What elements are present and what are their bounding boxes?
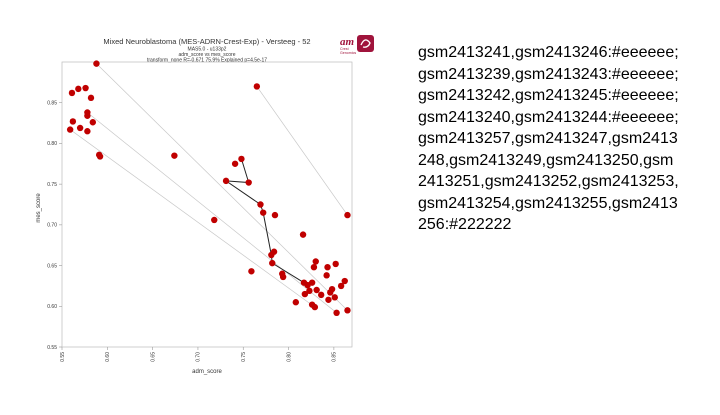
guide-line-2 bbox=[69, 129, 316, 308]
data-point-44 bbox=[317, 291, 325, 299]
data-point-3 bbox=[68, 89, 76, 97]
data-point-12 bbox=[84, 109, 91, 116]
data-point-29 bbox=[248, 268, 255, 275]
data-point-15 bbox=[171, 152, 178, 159]
x-axis-label: adm_score bbox=[192, 369, 222, 375]
y-tick-label-4: 0.75 bbox=[47, 182, 57, 188]
data-point-21 bbox=[259, 209, 267, 216]
data-point-27 bbox=[268, 251, 275, 259]
y-tick-label-3: 0.70 bbox=[47, 223, 57, 229]
x-tick-label-4: 0.75 bbox=[241, 352, 247, 362]
x-tick-label-1: 0.60 bbox=[105, 352, 111, 362]
data-point-14 bbox=[96, 153, 104, 160]
x-axis-ticks: 0.55 0.60 0.65 0.70 0.75 0.80 0.85 bbox=[60, 347, 338, 362]
data-point-41 bbox=[306, 287, 313, 295]
logo-badge bbox=[357, 35, 374, 52]
x-tick-label-3: 0.70 bbox=[196, 352, 202, 362]
data-point-0 bbox=[93, 60, 100, 67]
data-point-54 bbox=[344, 307, 351, 314]
data-point-33 bbox=[310, 264, 318, 271]
chart-subtitle-3: transform_none R=-0.671 75.9% Explained … bbox=[147, 58, 267, 64]
y-tick-label-6: 0.85 bbox=[47, 101, 57, 107]
logo-swirl-icon bbox=[360, 39, 371, 48]
data-point-23 bbox=[211, 216, 218, 224]
logo: am Crest Genomics bbox=[340, 35, 374, 55]
data-point-19 bbox=[245, 179, 252, 186]
guide-lines bbox=[69, 63, 348, 314]
sample-color-list: gsm2413241,gsm2413246:#eeeeee;gsm2413239… bbox=[418, 44, 679, 233]
chart-title: Mixed Neuroblastoma (MES-ADRN-Crest-Exp)… bbox=[103, 37, 310, 46]
data-point-47 bbox=[327, 289, 334, 296]
data-point-25 bbox=[299, 231, 307, 238]
data-points bbox=[66, 60, 351, 316]
chart-subtitle-2: adm_score vs mes_score bbox=[179, 52, 236, 58]
data-point-53 bbox=[333, 309, 340, 316]
data-point-52 bbox=[311, 303, 319, 311]
y-tick-label-1: 0.60 bbox=[47, 304, 57, 310]
data-point-8 bbox=[76, 124, 84, 132]
logo-text-sub1: Crest bbox=[340, 47, 349, 51]
data-point-5 bbox=[87, 94, 95, 102]
data-point-32 bbox=[312, 258, 319, 265]
data-point-28 bbox=[269, 259, 276, 267]
data-point-34 bbox=[324, 264, 331, 271]
x-tick-label-6: 0.85 bbox=[332, 352, 338, 362]
y-tick-label-2: 0.65 bbox=[47, 263, 57, 269]
data-point-43 bbox=[313, 286, 320, 294]
data-point-42 bbox=[301, 290, 309, 298]
y-tick-label-5: 0.80 bbox=[47, 141, 57, 147]
data-point-18 bbox=[222, 177, 230, 185]
data-point-37 bbox=[341, 277, 348, 285]
data-point-36 bbox=[323, 272, 330, 279]
data-point-48 bbox=[331, 294, 338, 301]
data-point-6 bbox=[89, 119, 97, 126]
data-point-4 bbox=[75, 85, 82, 93]
logo-text-sub2: Genomics bbox=[340, 51, 356, 55]
x-tick-label-0: 0.55 bbox=[60, 352, 66, 362]
data-point-20 bbox=[257, 201, 264, 208]
data-point-35 bbox=[332, 260, 339, 268]
y-tick-label-0: 0.55 bbox=[47, 345, 57, 351]
data-point-40 bbox=[308, 279, 316, 286]
guide-line-0 bbox=[96, 63, 348, 311]
data-point-7 bbox=[69, 118, 77, 125]
connector-path bbox=[224, 158, 308, 286]
data-point-31 bbox=[279, 273, 287, 281]
y-axis-ticks: 0.55 0.60 0.65 0.70 0.75 0.80 0.85 bbox=[47, 101, 62, 351]
data-point-9 bbox=[84, 128, 91, 135]
connector-line bbox=[224, 158, 308, 286]
chart-subtitle-1: MAS5.0 - u133p2 bbox=[188, 47, 227, 53]
data-point-16 bbox=[238, 155, 245, 163]
data-point-10 bbox=[66, 126, 74, 133]
logo-text-main: am bbox=[340, 36, 355, 48]
x-tick-label-5: 0.80 bbox=[286, 352, 292, 362]
data-point-17 bbox=[231, 160, 239, 167]
y-axis-label: mes_score bbox=[36, 193, 42, 223]
data-point-1 bbox=[253, 83, 261, 90]
guide-line-1 bbox=[87, 112, 337, 314]
data-point-50 bbox=[292, 299, 300, 306]
data-point-2 bbox=[82, 84, 89, 92]
data-point-49 bbox=[325, 296, 332, 303]
x-tick-label-2: 0.65 bbox=[150, 352, 156, 362]
data-point-45 bbox=[337, 282, 345, 290]
data-point-24 bbox=[344, 211, 351, 219]
guide-line-3 bbox=[256, 86, 348, 216]
plot-frame bbox=[61, 61, 353, 348]
data-point-22 bbox=[271, 211, 279, 219]
